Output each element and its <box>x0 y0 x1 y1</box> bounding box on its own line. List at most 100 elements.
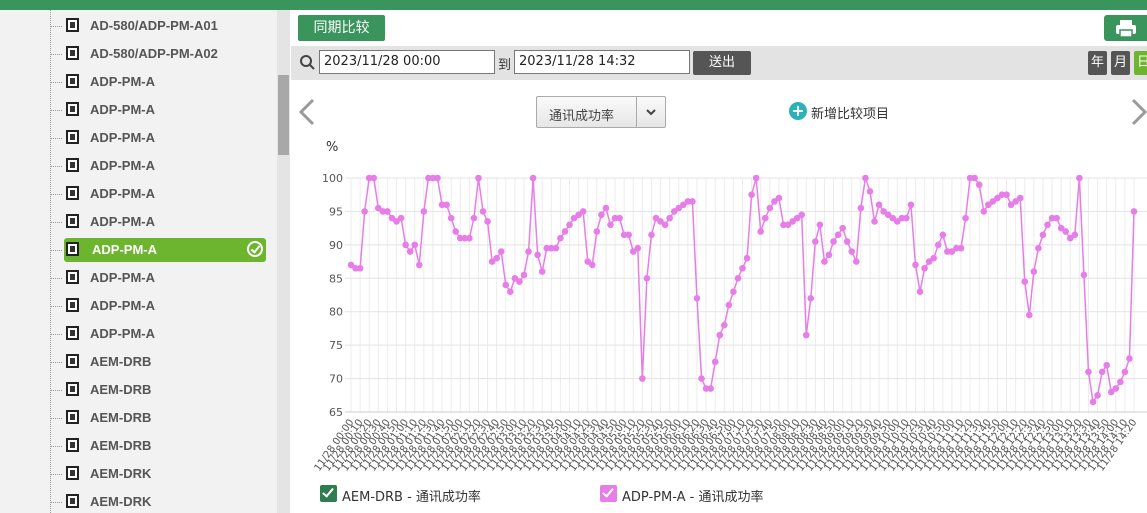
data-point <box>698 375 705 382</box>
tree-item[interactable]: ADP-PM-A <box>64 210 266 234</box>
tree-item[interactable]: ADP-PM-A <box>64 266 266 290</box>
x-tick-label: 11/28 00:10 <box>322 417 366 473</box>
selected-check <box>247 241 263 257</box>
tree-branch <box>50 418 62 419</box>
data-point <box>766 204 774 212</box>
tree-item[interactable]: ADP-PM-A <box>64 154 266 178</box>
tree-item[interactable]: AEM-DRK <box>64 490 266 513</box>
data-point <box>1007 201 1015 209</box>
data-point <box>1094 391 1101 399</box>
x-tick-label: 11/28 09:50 <box>850 417 894 473</box>
device-icon <box>66 74 79 88</box>
x-tick-label: 11/28 08:10 <box>759 417 803 473</box>
compare-button[interactable]: 同期比较 <box>298 15 385 41</box>
start-input[interactable]: 2023/11/28 00:00 <box>319 50 495 74</box>
x-tick-label: 11/28 11:50 <box>959 417 1003 473</box>
y-tick-label: 70 <box>329 373 343 386</box>
data-point <box>862 174 869 182</box>
data-point <box>402 241 409 249</box>
data-point <box>593 228 601 235</box>
x-tick-label: 11/28 00:50 <box>358 417 402 473</box>
data-point <box>780 221 787 229</box>
data-point <box>393 218 400 225</box>
data-point <box>375 204 382 212</box>
tree-item[interactable]: ADP-PM-A <box>64 322 266 346</box>
data-point <box>716 331 724 339</box>
x-tick-label: 11/28 05:10 <box>595 417 639 473</box>
data-point <box>702 385 710 392</box>
x-tick-label: 11/28 08:40 <box>786 417 830 473</box>
tree-item-label: ADP-PM-A <box>90 214 155 229</box>
tree-item[interactable]: AD-580/ADP-PM-A02 <box>64 42 266 66</box>
data-point <box>370 174 378 182</box>
data-point <box>443 201 450 209</box>
data-point <box>1030 268 1038 275</box>
data-point <box>1076 174 1083 182</box>
tree-item-label: ADP-PM-A <box>90 298 155 313</box>
tree-item[interactable]: ADP-PM-A <box>64 294 266 318</box>
tree-item[interactable]: AEM-DRB <box>64 350 266 374</box>
metric-select[interactable]: 通讯成功率 <box>536 96 666 128</box>
x-tick-label: 11/28 01:20 <box>385 417 429 473</box>
series-line <box>350 177 1135 404</box>
scrollbar-thumb[interactable] <box>278 75 289 155</box>
tree-item[interactable]: AEM-DRB <box>64 434 266 458</box>
x-tick-label: 11/28 07:50 <box>740 417 784 473</box>
data-point <box>411 241 419 249</box>
device-icon <box>66 438 79 452</box>
tree-item[interactable]: ADP-PM-A <box>64 182 266 206</box>
data-point <box>425 174 432 182</box>
data-point <box>975 181 983 188</box>
tree-item[interactable]: AEM-DRB <box>64 406 266 430</box>
end-input[interactable]: 2023/11/28 14:32 <box>514 50 690 74</box>
tree-item[interactable]: AEM-DRK <box>64 462 266 486</box>
prev-arrow[interactable] <box>298 98 315 126</box>
tree-item[interactable]: AEM-DRB <box>64 378 266 402</box>
x-tick-label: 11/28 10:50 <box>904 417 948 473</box>
submit-button[interactable]: 送出 <box>693 51 751 75</box>
tree-branch <box>50 54 62 55</box>
data-point <box>406 248 414 255</box>
tree-item[interactable]: ADP-PM-A <box>64 238 266 262</box>
data-point <box>484 218 491 225</box>
tree-item[interactable]: AD-580/ADP-PM-A01 <box>64 14 266 38</box>
x-tick-label: 11/28 11:40 <box>950 417 994 473</box>
data-point <box>1016 194 1024 202</box>
data-point <box>429 174 437 182</box>
tree-item[interactable]: ADP-PM-A <box>64 70 266 94</box>
data-point <box>689 198 696 205</box>
period-button[interactable]: 年 <box>1088 51 1107 75</box>
data-point <box>675 204 683 212</box>
period-button[interactable]: 月 <box>1111 51 1130 75</box>
data-point <box>629 248 637 255</box>
data-point <box>447 214 455 222</box>
print-button[interactable] <box>1104 15 1147 41</box>
data-point <box>607 221 614 229</box>
data-point <box>971 174 978 182</box>
data-point <box>939 231 947 239</box>
data-point <box>1062 228 1070 235</box>
tree-branch <box>50 222 62 223</box>
separator: 到 <box>498 58 512 73</box>
tree-item[interactable]: ADP-PM-A <box>64 126 266 150</box>
x-tick-label: 11/28 07:10 <box>704 417 748 473</box>
x-tick-label: 11/28 02:20 <box>440 417 484 473</box>
tree-item[interactable]: ADP-PM-A <box>64 98 266 122</box>
next-arrow[interactable] <box>1131 98 1147 126</box>
y-tick-label: 85 <box>329 272 343 285</box>
data-point <box>1130 208 1138 215</box>
tree-item-label: AEM-DRB <box>90 382 152 397</box>
tree-line <box>50 10 51 513</box>
data-point <box>748 191 755 199</box>
data-point <box>734 274 742 282</box>
x-tick-label: 11/28 05:30 <box>613 417 657 473</box>
data-point <box>684 198 692 205</box>
data-point <box>356 264 364 272</box>
period-button[interactable]: 日 <box>1134 51 1147 75</box>
data-point <box>479 208 487 215</box>
x-tick-label: 11/28 09:40 <box>841 417 885 473</box>
data-point <box>707 385 714 392</box>
data-point <box>866 188 874 195</box>
x-tick-label: 11/28 02:30 <box>449 417 493 473</box>
data-point <box>880 208 887 215</box>
